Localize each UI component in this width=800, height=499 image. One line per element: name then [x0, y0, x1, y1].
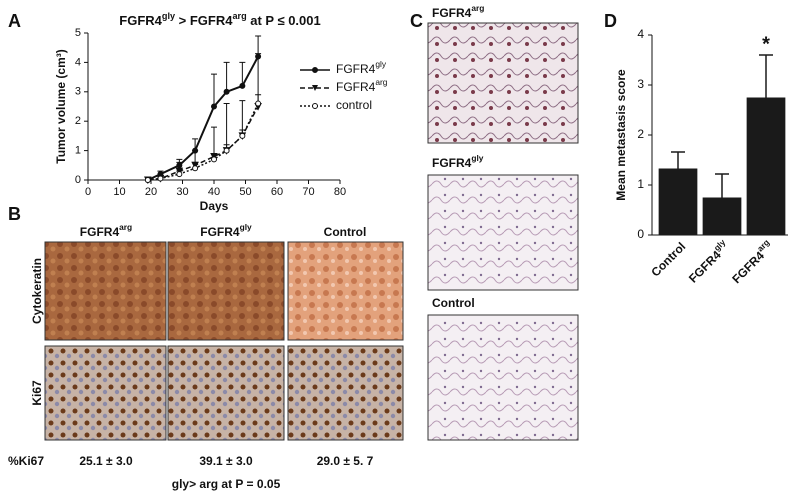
legend-label: control — [336, 98, 372, 112]
x-tick-label: 30 — [176, 186, 188, 198]
footnote: gly> arg at P = 0.05 — [172, 477, 281, 491]
x-tick-label: 40 — [208, 186, 220, 198]
ki67-label: %Ki67 — [8, 454, 44, 468]
legend-label: FGFR4gly — [336, 59, 387, 76]
panel-letter: D — [604, 11, 617, 31]
x-axis-label: Days — [200, 199, 229, 213]
y-tick-label: 2 — [637, 127, 644, 141]
ki67-value: 39.1 ± 3.0 — [199, 454, 253, 468]
annotation: * — [762, 33, 770, 55]
error-bar — [223, 103, 230, 151]
micrograph — [427, 22, 579, 144]
x-tick-label: 70 — [302, 186, 314, 198]
y-tick-label: 5 — [75, 27, 81, 39]
panel-letter: A — [8, 11, 21, 31]
bar — [658, 168, 698, 235]
row-label: Cytokeratin — [30, 258, 44, 324]
error-bar — [239, 61, 246, 86]
error-bar — [211, 73, 217, 107]
x-tick-label: 0 — [85, 186, 91, 198]
marker — [255, 100, 262, 107]
y-tick-label: 2 — [75, 115, 81, 127]
error-bar — [759, 54, 773, 98]
y-tick-label: 1 — [637, 177, 644, 191]
y-tick-label: 3 — [75, 86, 81, 98]
x-tick-label: 60 — [271, 186, 283, 198]
marker — [144, 177, 151, 183]
micrograph — [427, 314, 579, 441]
y-axis-label: Mean metastasis score — [614, 69, 628, 201]
x-tick-label: 80 — [334, 186, 346, 198]
y-tick-label: 4 — [75, 56, 81, 68]
marker — [211, 103, 217, 110]
column-label: Control — [324, 225, 367, 239]
marker — [223, 88, 230, 95]
marker — [192, 165, 199, 172]
error-bar — [671, 151, 685, 169]
marker — [239, 82, 246, 89]
image-label: FGFR4gly — [432, 153, 484, 170]
micrograph — [167, 241, 285, 341]
y-tick-label: 0 — [75, 174, 81, 186]
y-tick-label: 0 — [637, 227, 644, 241]
marker — [157, 175, 164, 182]
panel-letter: C — [410, 11, 423, 31]
marker — [223, 147, 230, 154]
legend-marker — [312, 85, 318, 91]
micrograph — [287, 345, 404, 441]
micrograph — [44, 345, 167, 441]
legend-marker — [312, 67, 318, 73]
ki67-value: 29.0 ± 5. 7 — [317, 454, 374, 468]
ki67-value: 25.1 ± 3.0 — [79, 454, 133, 468]
x-tick-label: 50 — [239, 186, 251, 198]
y-axis-label: Tumor volume (cm³) — [54, 49, 68, 163]
column-label: FGFR4arg — [80, 222, 132, 239]
y-tick-label: 3 — [637, 77, 644, 91]
micrograph — [167, 345, 285, 441]
x-tick-label: 20 — [145, 186, 157, 198]
micrograph — [44, 241, 167, 341]
micrograph — [427, 174, 579, 291]
error-bar — [211, 126, 217, 157]
marker — [176, 171, 183, 178]
legend-label: FGFR4arg — [336, 77, 388, 94]
micrograph — [287, 241, 404, 341]
image-label: FGFR4arg — [432, 3, 484, 20]
row-label: Ki67 — [30, 380, 44, 406]
legend-marker — [312, 103, 318, 109]
y-tick-label: 1 — [75, 145, 81, 157]
error-bar — [715, 173, 729, 198]
error-bar — [223, 61, 230, 92]
chart-title: FGFR4gly > FGFR4arg at P ≤ 0.001 — [119, 11, 320, 28]
panel-letter: B — [8, 204, 21, 224]
image-label: Control — [432, 296, 475, 310]
column-label: FGFR4gly — [200, 222, 252, 239]
bar — [702, 197, 742, 235]
x-tick-label: 10 — [113, 186, 125, 198]
marker — [239, 132, 246, 139]
y-tick-label: 4 — [637, 27, 644, 41]
marker — [211, 156, 217, 163]
bar — [746, 97, 786, 235]
